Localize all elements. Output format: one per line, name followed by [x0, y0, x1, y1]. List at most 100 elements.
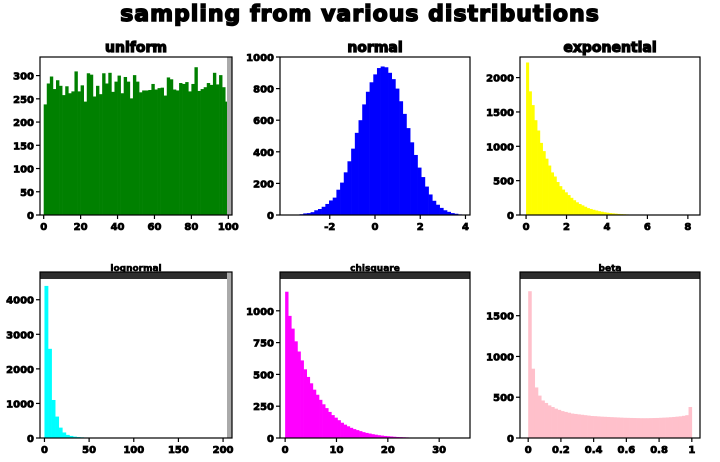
bar — [678, 416, 683, 438]
bar — [83, 101, 88, 215]
bar — [389, 436, 394, 438]
bar — [402, 113, 407, 215]
bar — [325, 203, 330, 215]
bar — [55, 416, 60, 438]
x-tick-label: 60 — [148, 222, 162, 233]
y-tick-label: 1000 — [486, 142, 514, 153]
y-tick-label: 3000 — [6, 330, 34, 341]
bar — [538, 395, 542, 438]
x-tick-label: 8 — [684, 222, 691, 233]
x-tick-label: 200 — [213, 445, 234, 456]
bar — [395, 88, 400, 215]
bar — [574, 413, 578, 438]
x-tick-label: 0.6 — [618, 445, 636, 456]
bar — [315, 394, 320, 438]
panel-header-strip — [40, 272, 232, 279]
bar — [406, 128, 411, 215]
bar — [580, 414, 585, 438]
panel-title-chisquare: chisquare — [350, 264, 400, 275]
bar — [435, 204, 440, 215]
bar — [43, 104, 48, 215]
bar — [632, 418, 637, 438]
y-tick-label: 1500 — [486, 108, 514, 119]
panel-beta: 0 500 1000 1500 0 0.2 0.4 0.6 0.8 1 — [486, 271, 701, 456]
x-tick-label: 2 — [417, 222, 424, 233]
bar — [216, 84, 220, 215]
bar — [531, 105, 535, 215]
bar — [386, 436, 391, 438]
y-tick-label: 800 — [253, 85, 274, 96]
bar — [439, 207, 444, 215]
bar — [317, 208, 322, 215]
bar — [595, 210, 599, 215]
y-tick-label: 0 — [27, 211, 34, 222]
bar — [570, 197, 574, 215]
bar — [541, 400, 545, 438]
bar — [610, 417, 614, 438]
y-tick-label: 4000 — [6, 296, 34, 307]
bar — [581, 205, 585, 215]
bar — [562, 189, 566, 215]
bar — [77, 91, 81, 215]
bar — [564, 192, 568, 215]
bar — [685, 415, 689, 438]
bar — [179, 83, 183, 215]
bar — [675, 416, 680, 438]
figure-title: sampling from various distributions — [119, 1, 600, 28]
x-tick-label: 4 — [462, 222, 469, 233]
y-tick-label: 0 — [27, 434, 34, 445]
y-tick-label: 400 — [253, 148, 274, 159]
bar — [46, 83, 51, 215]
bar — [343, 424, 348, 438]
bar — [194, 67, 198, 215]
bar — [432, 200, 437, 215]
panel-title-beta: beta — [598, 264, 622, 275]
bar — [590, 415, 594, 438]
x-tick-label: 10 — [330, 445, 344, 456]
bar — [600, 211, 604, 215]
bar — [169, 79, 174, 216]
axes-frame — [279, 271, 471, 439]
bar — [354, 132, 359, 215]
bar — [682, 415, 686, 438]
x-tick-label: 0 — [40, 222, 47, 233]
bar — [331, 415, 335, 438]
bar — [421, 177, 426, 215]
bar — [399, 101, 404, 215]
bar — [114, 81, 118, 215]
plot-area — [40, 272, 232, 438]
bar — [197, 90, 201, 215]
bar — [346, 426, 351, 438]
bar — [200, 89, 204, 215]
bar — [148, 89, 152, 215]
bar — [129, 98, 134, 215]
bar — [534, 387, 539, 438]
bar — [306, 376, 311, 438]
bar — [362, 104, 367, 215]
bar — [600, 416, 604, 438]
x-tick-label: 4 — [603, 222, 610, 233]
bar — [577, 414, 581, 438]
bar — [554, 408, 558, 438]
y-tick-label: 500 — [493, 393, 514, 404]
bar — [303, 369, 308, 438]
bar — [206, 83, 211, 215]
bar — [332, 197, 337, 215]
bar — [160, 87, 164, 215]
panel-chisquare: 0 250 500 750 1000 0 10 20 30 — [246, 271, 471, 456]
bar — [44, 285, 49, 438]
panel-lognormal: 0 1000 2000 3000 4000 0 50 100 150 200 — [6, 271, 234, 456]
bar — [376, 68, 381, 215]
bar — [613, 417, 617, 438]
panel-side-strip — [227, 272, 232, 438]
bar — [49, 76, 54, 216]
bar — [380, 435, 385, 438]
bar — [592, 209, 596, 215]
bar — [365, 91, 370, 215]
bar — [111, 91, 115, 215]
x-tick-label: 0.4 — [585, 445, 603, 456]
bar — [288, 315, 292, 438]
bar — [349, 427, 354, 438]
bar — [136, 81, 140, 215]
bar — [608, 213, 613, 215]
